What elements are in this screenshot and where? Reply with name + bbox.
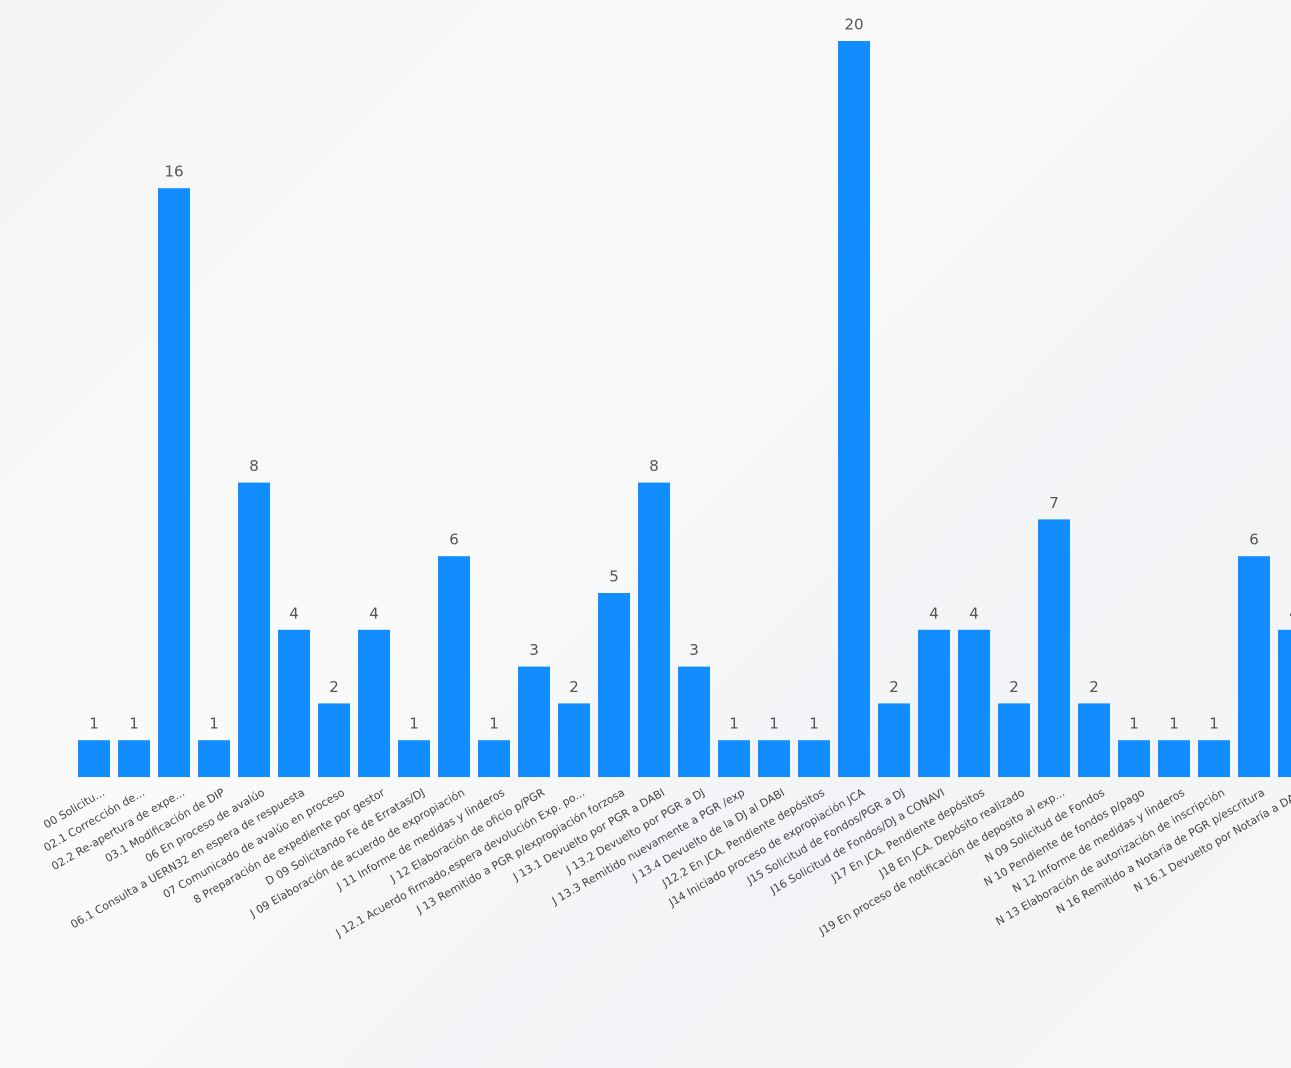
value-label: 1 <box>729 715 739 733</box>
bar <box>1078 703 1110 777</box>
bar <box>118 740 150 777</box>
bar <box>238 483 270 777</box>
value-label: 2 <box>889 678 899 696</box>
value-label: 3 <box>529 641 539 659</box>
bar <box>198 740 230 777</box>
bar <box>638 483 670 777</box>
value-label: 2 <box>1009 678 1019 696</box>
value-label: 20 <box>844 16 863 34</box>
bar <box>598 593 630 777</box>
bar <box>1278 630 1291 777</box>
value-label: 7 <box>1049 494 1059 512</box>
value-label: 8 <box>649 457 659 475</box>
bar <box>78 740 110 777</box>
value-label: 1 <box>1209 715 1219 733</box>
value-label: 8 <box>249 457 259 475</box>
bar <box>918 630 950 777</box>
bar <box>398 740 430 777</box>
value-label: 4 <box>289 604 299 622</box>
value-label: 1 <box>769 715 779 733</box>
value-label: 3 <box>689 641 699 659</box>
bar <box>798 740 830 777</box>
value-label: 1 <box>209 715 219 733</box>
bar <box>1238 556 1270 777</box>
value-label: 1 <box>809 715 819 733</box>
value-label: 1 <box>1169 715 1179 733</box>
value-label: 1 <box>89 715 99 733</box>
chart: 100 Solicitu...102.1 Corrección de...160… <box>0 0 1291 1068</box>
bar <box>758 740 790 777</box>
bar <box>718 740 750 777</box>
bar <box>1038 519 1070 777</box>
value-label: 16 <box>164 163 183 181</box>
value-label: 1 <box>129 715 139 733</box>
bar <box>1198 740 1230 777</box>
value-label: 6 <box>1249 531 1259 549</box>
value-label: 1 <box>1129 715 1139 733</box>
value-label: 6 <box>449 531 459 549</box>
value-label: 4 <box>929 604 939 622</box>
value-label: 1 <box>409 715 419 733</box>
value-label: 2 <box>569 678 579 696</box>
bar <box>678 667 710 777</box>
bar <box>478 740 510 777</box>
value-label: 5 <box>609 568 619 586</box>
value-label: 4 <box>969 604 979 622</box>
bar <box>158 188 190 777</box>
bar <box>278 630 310 777</box>
value-label: 2 <box>1089 678 1099 696</box>
bar <box>1158 740 1190 777</box>
bar <box>838 41 870 777</box>
bar <box>318 703 350 777</box>
bar <box>518 667 550 777</box>
bar <box>998 703 1030 777</box>
bar <box>878 703 910 777</box>
bar <box>358 630 390 777</box>
bar <box>958 630 990 777</box>
value-label: 1 <box>489 715 499 733</box>
value-label: 4 <box>369 604 379 622</box>
bar <box>558 703 590 777</box>
bar <box>438 556 470 777</box>
bar <box>1118 740 1150 777</box>
value-label: 2 <box>329 678 339 696</box>
